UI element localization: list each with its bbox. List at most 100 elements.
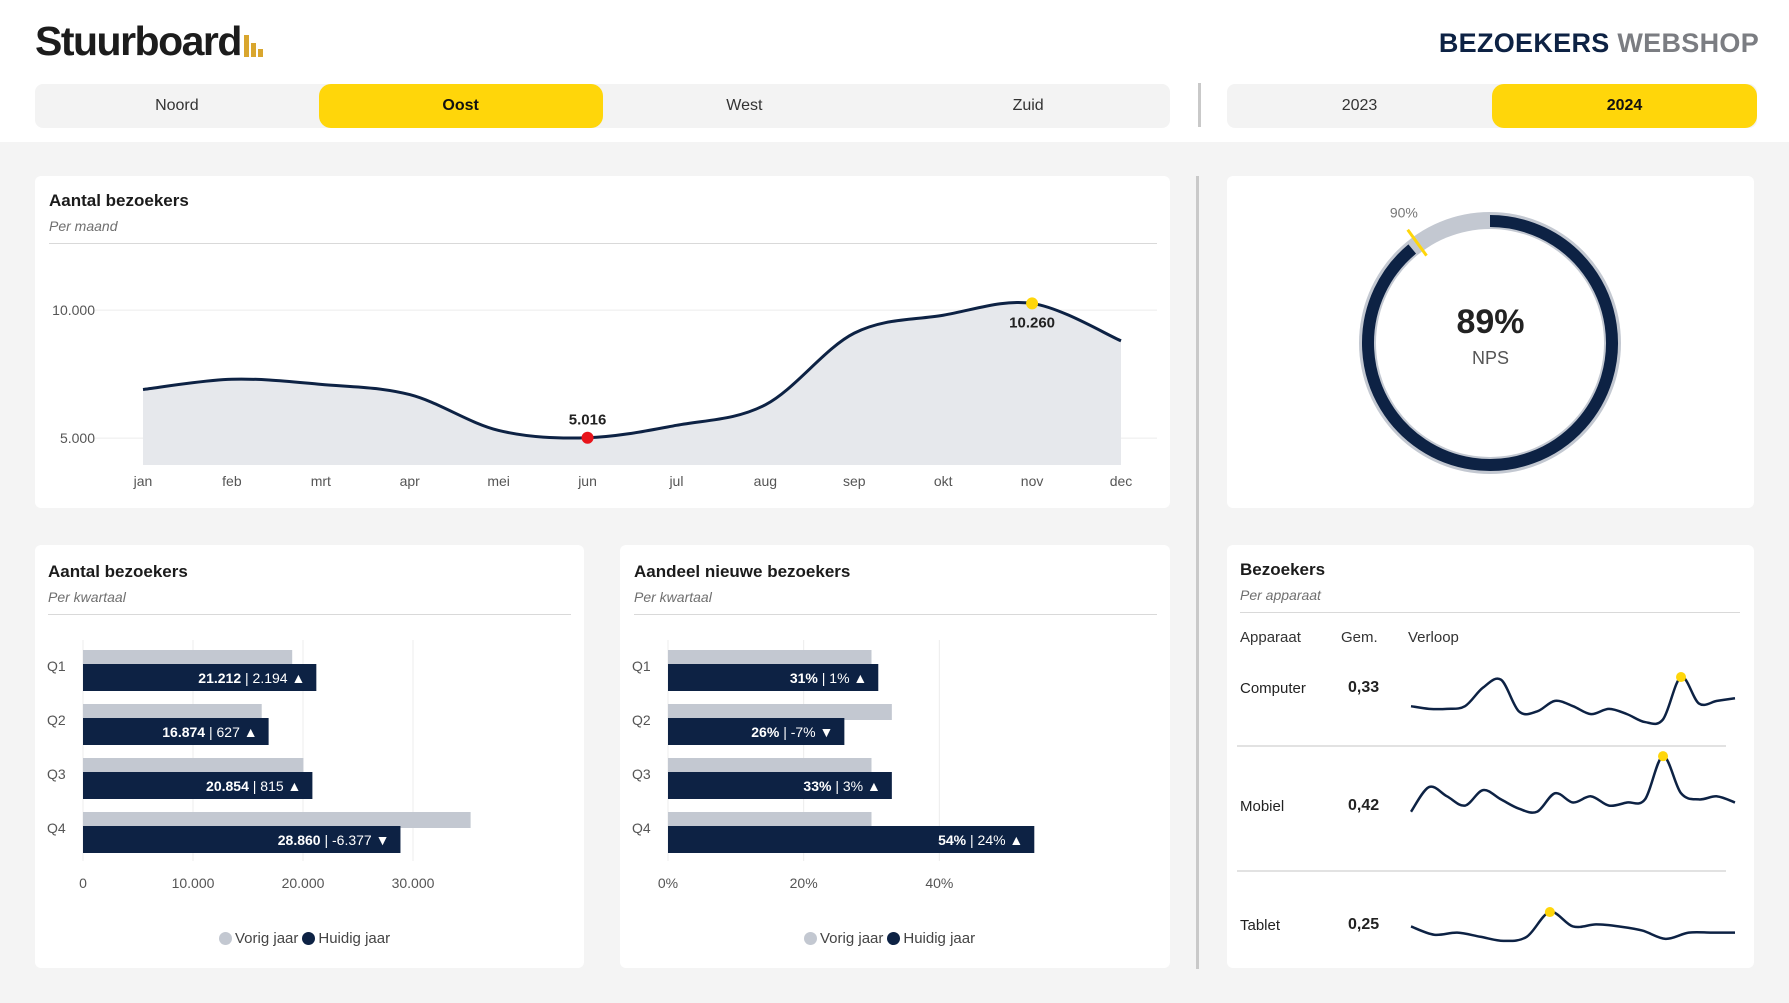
bar-previous-year xyxy=(83,758,304,774)
y-tick-label: Q3 xyxy=(47,766,66,782)
card-subtitle: Per apparaat xyxy=(1240,587,1321,603)
y-tick-label: Q3 xyxy=(632,766,651,782)
legend-curr-dot xyxy=(887,932,901,945)
card-title-rule xyxy=(1240,612,1740,613)
sparkline xyxy=(1410,910,1735,943)
x-tick-label: 20.000 xyxy=(282,875,325,891)
x-tick-label: 0 xyxy=(79,875,87,891)
x-tick-label: sep xyxy=(843,473,866,489)
x-tick-label: 10.000 xyxy=(172,875,215,891)
x-tick-label: mei xyxy=(487,473,510,489)
gauge-target-marker xyxy=(1406,228,1428,257)
card-title-rule xyxy=(48,614,571,615)
card-subtitle: Per maand xyxy=(49,218,118,234)
quarter-visitors-chart: 0 10.000 20.000 30.000 Q1 21.212 | 2.194 ▲ Q2 1… xyxy=(47,640,471,891)
page-title: BEZOEKERS WEBSHOP xyxy=(1439,28,1759,59)
region-option-zuid[interactable]: Zuid xyxy=(1012,97,1044,114)
card-title: Bezoekers xyxy=(1240,560,1326,579)
device-avg: 0,25 xyxy=(1348,916,1380,933)
logo-text: Stuurboard xyxy=(35,18,242,64)
x-tick-label: apr xyxy=(400,473,421,489)
region-option-west[interactable]: West xyxy=(726,97,763,114)
row-divider xyxy=(1237,745,1726,747)
col-header-trend: Verloop xyxy=(1408,629,1459,646)
x-tick-label: okt xyxy=(934,473,953,489)
bar-current-year xyxy=(83,718,269,745)
y-tick-label: Q4 xyxy=(47,820,66,836)
card-title: Aandeel nieuwe bezoekers xyxy=(634,562,851,581)
page-title-part1: BEZOEKERS xyxy=(1438,28,1610,58)
sparkline xyxy=(1410,675,1736,726)
bar-current-year xyxy=(668,826,1035,853)
data-label: 10.260 xyxy=(1009,314,1055,331)
x-tick-label: 20% xyxy=(790,875,818,891)
x-tick-label: 0% xyxy=(658,875,678,891)
new-visitors-share-chart: 0% 20% 40% Q1 31% | 1% ▲ Q2 26% | -7% ▼ Q3 33% |… xyxy=(632,640,1035,891)
gauge-inner xyxy=(1376,229,1604,457)
series-line xyxy=(142,301,1122,440)
region-option-oost[interactable]: Oost xyxy=(318,84,603,128)
gauge-value-arc xyxy=(1362,215,1618,471)
bar-previous-year xyxy=(83,812,471,828)
year-option-2024[interactable]: 2024 xyxy=(1492,84,1757,128)
bar-data-label: 26% | -7% ▼ xyxy=(751,724,833,740)
year-option-2023[interactable]: 2023 xyxy=(1341,97,1378,114)
nps-card: 90% 89% NPS xyxy=(1227,176,1754,508)
x-tick-label: feb xyxy=(222,473,242,489)
bar-previous-year xyxy=(668,650,872,666)
device-label: Mobiel xyxy=(1240,798,1285,815)
sparkline-peak-marker xyxy=(1676,672,1686,683)
bar-data-label: 33% | 3% ▲ xyxy=(803,778,880,794)
card-title-rule xyxy=(49,243,1157,244)
legend-curr-dot xyxy=(302,932,316,945)
area-fill xyxy=(143,302,1121,465)
device-visitors-card: Bezoekers Per apparaat Apparaat Gem. Ver… xyxy=(1227,545,1754,968)
gauge-target-label: 90% xyxy=(1390,205,1418,221)
bar-data-label: 54% | 24% ▲ xyxy=(938,832,1023,848)
y-tick-label: 5.000 xyxy=(60,430,95,446)
nps-label: NPS xyxy=(1471,348,1509,368)
bar-data-label: 20.854 | 815 ▲ xyxy=(206,778,301,794)
monthly-visitors-card: Aantal bezoekers Per maand 5.000 10.000 ja… xyxy=(35,176,1170,508)
col-header-device: Apparaat xyxy=(1240,629,1301,646)
bar-previous-year xyxy=(668,758,872,774)
panel-divider xyxy=(1196,176,1199,969)
device-sparklines xyxy=(1409,672,1736,943)
region-filter: Noord Oost West Zuid xyxy=(35,84,1170,128)
region-option-noord[interactable]: Noord xyxy=(155,97,199,114)
quarter-visitors-card: Aantal bezoekers Per kwartaal 0 10.000 20.… xyxy=(35,545,584,968)
x-tick-label: mrt xyxy=(311,473,331,489)
min-marker xyxy=(581,431,594,444)
bar-current-year xyxy=(83,772,313,799)
monthly-visitors-chart: 5.000 10.000 jan feb mrt apr mei jun jul aug sep ok… xyxy=(52,297,1157,489)
data-label: 5.016 xyxy=(569,412,607,429)
legend-prev-dot xyxy=(219,932,232,945)
x-tick-label: dec xyxy=(1110,473,1133,489)
sparkline-peak-marker xyxy=(1544,907,1555,918)
max-marker xyxy=(1026,297,1039,310)
device-label: Tablet xyxy=(1240,917,1281,934)
col-header-avg: Gem. xyxy=(1341,629,1378,646)
y-tick-label: Q2 xyxy=(47,712,66,728)
logo-bars-icon xyxy=(243,35,263,57)
card-subtitle: Per kwartaal xyxy=(48,589,126,605)
bar-previous-year xyxy=(668,704,892,720)
legend-curr-label: Huidig jaar xyxy=(318,930,391,947)
y-tick-label: 10.000 xyxy=(52,302,95,318)
y-tick-label: Q4 xyxy=(632,820,651,836)
y-tick-label: Q2 xyxy=(632,712,651,728)
bar-current-year xyxy=(83,826,401,853)
device-avg: 0,33 xyxy=(1348,679,1380,696)
nps-gauge: 90% xyxy=(1359,205,1621,474)
x-tick-label: 30.000 xyxy=(392,875,435,891)
bar-data-label: 31% | 1% ▲ xyxy=(790,670,867,686)
y-tick-label: Q1 xyxy=(632,658,651,674)
bar-current-year xyxy=(668,664,879,691)
device-label: Computer xyxy=(1240,680,1306,697)
y-tick-label: Q1 xyxy=(47,658,66,674)
year-filter: 2023 2024 xyxy=(1227,84,1757,128)
chart-legend: Vorig jaar Huidig jaar xyxy=(804,930,975,947)
legend-curr-label: Huidig jaar xyxy=(903,930,976,947)
device-avg: 0,42 xyxy=(1348,797,1380,814)
card-subtitle: Per kwartaal xyxy=(634,589,712,605)
